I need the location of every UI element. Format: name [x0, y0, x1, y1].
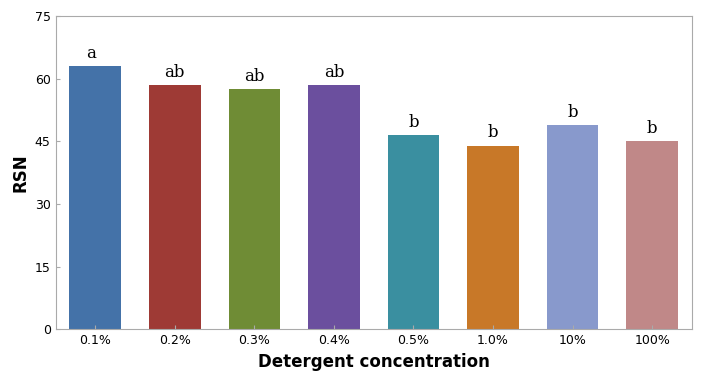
Text: b: b	[488, 125, 498, 141]
Text: b: b	[567, 104, 578, 121]
Bar	[308, 85, 360, 329]
Text: ab: ab	[323, 64, 344, 81]
X-axis label: Detergent concentration: Detergent concentration	[258, 353, 490, 371]
Text: a: a	[86, 45, 96, 62]
Bar	[547, 125, 598, 329]
Bar	[467, 146, 519, 329]
Text: b: b	[408, 114, 419, 131]
Bar	[626, 141, 678, 329]
Y-axis label: RSN: RSN	[11, 154, 29, 192]
Bar	[228, 89, 280, 329]
Bar	[387, 135, 439, 329]
Bar	[149, 85, 200, 329]
Bar	[70, 66, 121, 329]
Text: ab: ab	[165, 64, 185, 81]
Text: ab: ab	[244, 68, 264, 85]
Text: b: b	[647, 120, 657, 137]
